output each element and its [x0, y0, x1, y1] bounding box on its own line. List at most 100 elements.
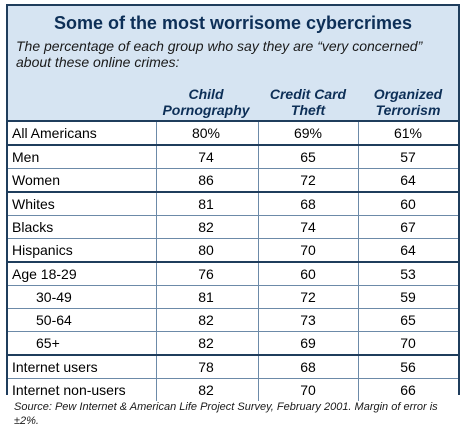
table-cell: 70: [400, 335, 416, 351]
column-divider: [156, 239, 157, 261]
table-cell: 72: [300, 289, 316, 305]
table-cell: 57: [400, 149, 416, 165]
table-row: 65+ 82 69 70: [8, 331, 458, 354]
column-divider: [156, 309, 157, 331]
table-cell: 60: [300, 266, 316, 282]
column-divider: [156, 216, 157, 238]
table-body: All Americans 80% 69% 61% Men 74 65 57 Women 86 72…: [8, 120, 458, 401]
column-divider: [258, 122, 259, 144]
table-row: Internet non-users 82 70 66: [8, 378, 458, 401]
table-cell: 74: [300, 219, 316, 235]
table-row: Internet users 78 68 56: [8, 354, 458, 378]
column-divider: [258, 216, 259, 238]
column-divider: [358, 309, 359, 331]
column-divider: [358, 263, 359, 285]
table-cell: 81: [198, 196, 214, 212]
table-cell: 65: [400, 312, 416, 328]
table-cell: 59: [400, 289, 416, 305]
table-row: Blacks 82 74 67: [8, 215, 458, 238]
table-cell: 61%: [393, 125, 423, 141]
row-label: 50-64: [36, 312, 72, 328]
column-divider: [358, 169, 359, 191]
table-cell: 74: [198, 149, 214, 165]
table-row: Hispanics 80 70 64: [8, 238, 458, 261]
row-label: Women: [12, 172, 60, 188]
column-header-child-pornography: Child Pornography: [162, 86, 250, 118]
table-cell: 70: [300, 382, 316, 398]
table-row: Women 86 72 64: [8, 168, 458, 191]
table-row: 30-49 81 72 59: [8, 285, 458, 308]
column-divider: [156, 379, 157, 401]
column-divider: [258, 239, 259, 261]
table-cell: 67: [400, 219, 416, 235]
column-divider: [258, 146, 259, 168]
table-cell: 86: [198, 172, 214, 188]
column-divider: [258, 286, 259, 308]
table-cell: 73: [300, 312, 316, 328]
table-cell: 66: [400, 382, 416, 398]
table-cell: 82: [198, 312, 214, 328]
table-cell: 65: [300, 149, 316, 165]
table-cell: 70: [300, 242, 316, 258]
table-cell: 60: [400, 196, 416, 212]
row-label: Blacks: [12, 219, 54, 235]
column-divider: [258, 169, 259, 191]
column-divider: [156, 122, 157, 144]
row-label: Internet non-users: [12, 382, 126, 398]
table-cell: 53: [400, 266, 416, 282]
column-divider: [358, 286, 359, 308]
column-divider: [156, 193, 157, 215]
column-divider: [258, 332, 259, 354]
table-row: Men 74 65 57: [8, 144, 458, 168]
column-divider: [358, 193, 359, 215]
row-label: Hispanics: [12, 242, 73, 258]
row-label: Whites: [12, 196, 55, 212]
column-divider: [156, 169, 157, 191]
chart-subtitle: The percentage of each group who say the…: [16, 38, 423, 70]
table-cell: 64: [400, 242, 416, 258]
column-divider: [156, 356, 157, 378]
table-cell: 68: [300, 359, 316, 375]
table-cell: 64: [400, 172, 416, 188]
column-divider: [258, 263, 259, 285]
column-divider: [358, 356, 359, 378]
row-label: Internet users: [12, 359, 98, 375]
table-cell: 68: [300, 196, 316, 212]
column-divider: [156, 146, 157, 168]
table-row: All Americans 80% 69% 61%: [8, 120, 458, 144]
column-divider: [358, 332, 359, 354]
column-divider: [258, 309, 259, 331]
row-label: Age 18-29: [12, 266, 77, 282]
column-divider: [358, 146, 359, 168]
column-headers: Child Pornography Credit Card Theft Orga…: [8, 86, 458, 126]
row-label: 65+: [36, 335, 60, 351]
row-label: All Americans: [12, 125, 97, 141]
column-divider: [156, 332, 157, 354]
table-cell: 80: [198, 242, 214, 258]
table-cell: 72: [300, 172, 316, 188]
table-row: 50-64 82 73 65: [8, 308, 458, 331]
column-divider: [156, 263, 157, 285]
column-divider: [358, 379, 359, 401]
column-header-organized-terrorism: Organized Terrorism: [373, 86, 443, 118]
table-card: Some of the most worrisome cybercrimes T…: [6, 4, 460, 401]
table-cell: 82: [198, 219, 214, 235]
row-label: Men: [12, 149, 40, 165]
row-label: 30-49: [36, 289, 72, 305]
table-cell: 69%: [293, 125, 323, 141]
table-row: Age 18-29 76 60 53: [8, 261, 458, 285]
column-divider: [358, 216, 359, 238]
chart-title: Some of the most worrisome cybercrimes: [53, 13, 413, 33]
column-divider: [258, 356, 259, 378]
column-divider: [156, 286, 157, 308]
column-divider: [258, 193, 259, 215]
table-cell: 69: [300, 335, 316, 351]
table-cell: 56: [400, 359, 416, 375]
table-cell: 78: [198, 359, 214, 375]
table-cell: 82: [198, 335, 214, 351]
column-divider: [358, 239, 359, 261]
table-cell: 82: [198, 382, 214, 398]
column-divider: [358, 122, 359, 144]
table-cell: 76: [198, 266, 214, 282]
column-divider: [258, 379, 259, 401]
